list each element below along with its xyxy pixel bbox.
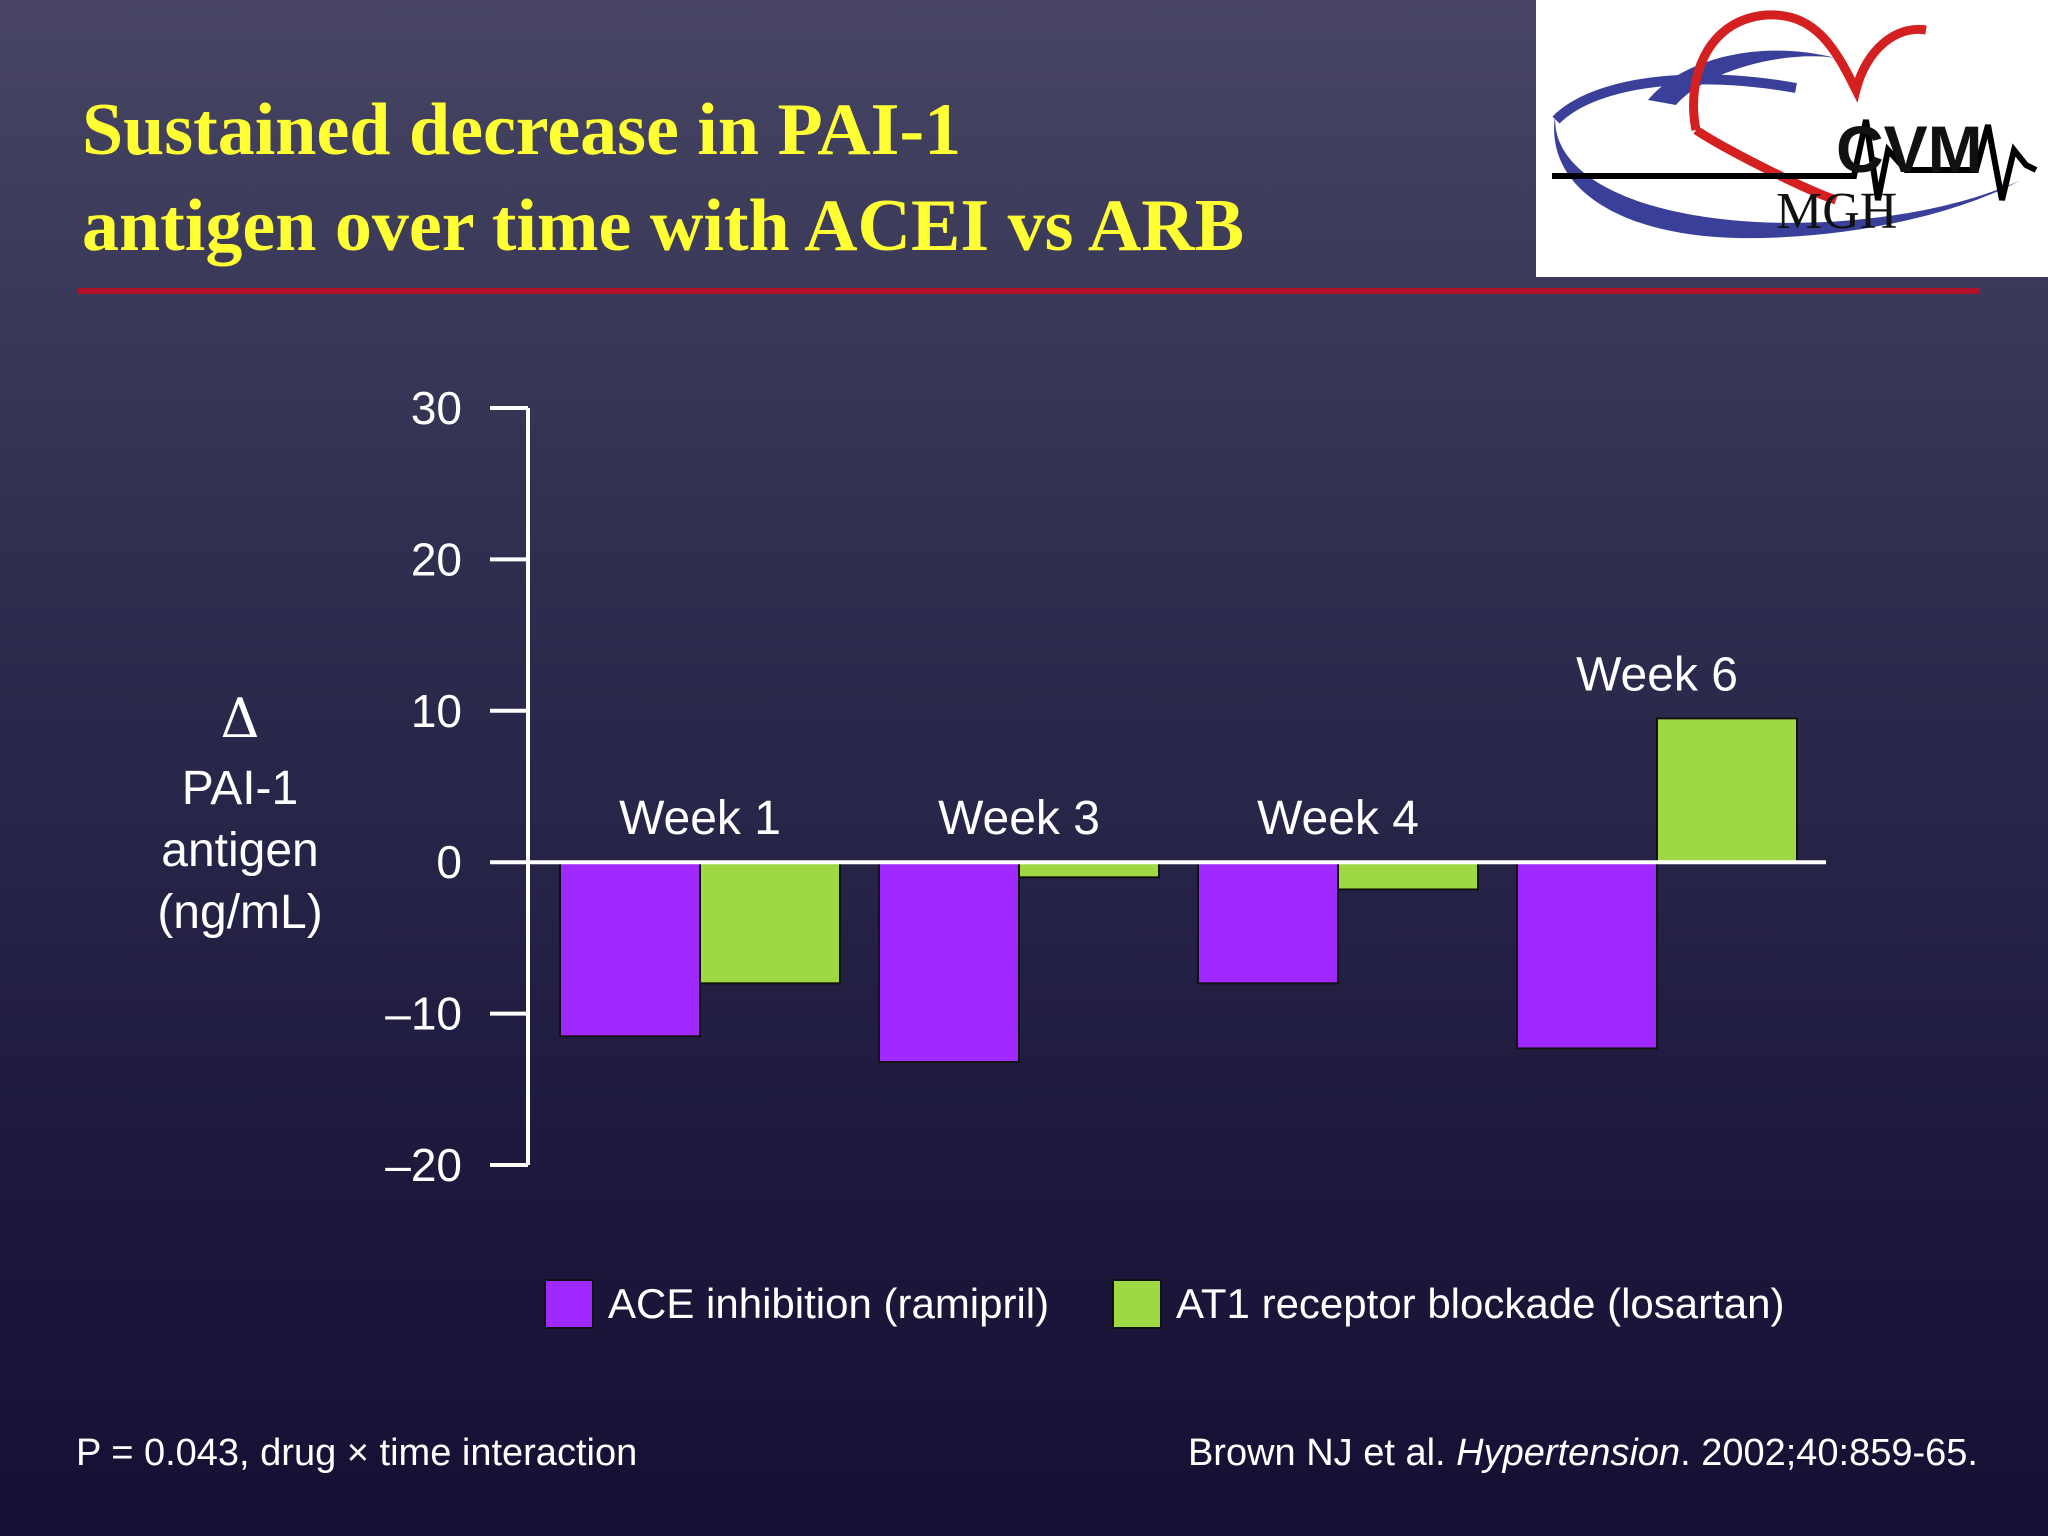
legend-swatch-ace — [544, 1279, 594, 1329]
bar-ace — [1197, 861, 1339, 985]
y-tick-label: 30 — [411, 382, 462, 434]
y-axis-label-line1: PAI-1 — [181, 762, 299, 815]
y-axis-label-line2: antigen — [161, 824, 319, 877]
citation: Brown NJ et al. Hypertension. 2002;40:85… — [1188, 1432, 1978, 1475]
y-axis-label: Δ PAI-1 antigen (ng/mL) — [130, 680, 350, 944]
category-label: Week 6 — [1576, 648, 1738, 701]
bar-ace — [559, 861, 701, 1038]
logo-text-main: CVM — [1836, 112, 1983, 186]
y-tick-label: –20 — [385, 1139, 462, 1191]
bar-arb — [699, 861, 841, 985]
legend-item-ace: ACE inhibition (ramipril) — [544, 1276, 1049, 1332]
bar-arb — [1018, 861, 1160, 879]
slide-title-line1: Sustained decrease in PAI-1 — [82, 89, 962, 171]
y-axis-label-line3: (ng/mL) — [157, 886, 323, 939]
delta-symbol: Δ — [220, 687, 260, 750]
citation-details: . 2002;40:859-65. — [1680, 1432, 1978, 1474]
p-value-note: P = 0.043, drug × time interaction — [76, 1432, 638, 1474]
bar-ace — [1516, 861, 1658, 1050]
y-tick-label: –10 — [385, 988, 462, 1040]
bar-arb — [1656, 717, 1798, 864]
cvm-mgh-logo: CVM MGH — [1536, 0, 2048, 277]
category-label: Week 4 — [1257, 792, 1419, 845]
logo-text-sub: MGH — [1776, 183, 1897, 240]
y-tick-label: 10 — [411, 685, 462, 737]
legend-item-arb: AT1 receptor blockade (losartan) — [1112, 1276, 1785, 1332]
category-label: Week 1 — [619, 792, 781, 845]
cvm-mgh-logo-graphic: CVM MGH — [1552, 10, 2038, 240]
bar-ace — [878, 861, 1020, 1064]
legend-label-ace: ACE inhibition (ramipril) — [608, 1280, 1050, 1327]
category-label: Week 3 — [938, 792, 1100, 845]
y-tick-label: 0 — [436, 836, 462, 888]
chart-legend: ACE inhibition (ramipril) AT1 receptor b… — [0, 1276, 2048, 1336]
slide-title: Sustained decrease in PAI-1 antigen over… — [82, 82, 1502, 274]
title-divider — [78, 288, 1980, 294]
legend-label-arb: AT1 receptor blockade (losartan) — [1176, 1280, 1785, 1327]
slide-title-line2: antigen over time with ACEI vs ARB — [82, 185, 1245, 267]
bar-arb — [1337, 861, 1479, 891]
citation-journal: Hypertension — [1456, 1432, 1681, 1474]
citation-authors: Brown NJ et al. — [1187, 1432, 1457, 1474]
y-tick-label: 20 — [411, 533, 462, 585]
legend-swatch-arb — [1112, 1279, 1162, 1329]
